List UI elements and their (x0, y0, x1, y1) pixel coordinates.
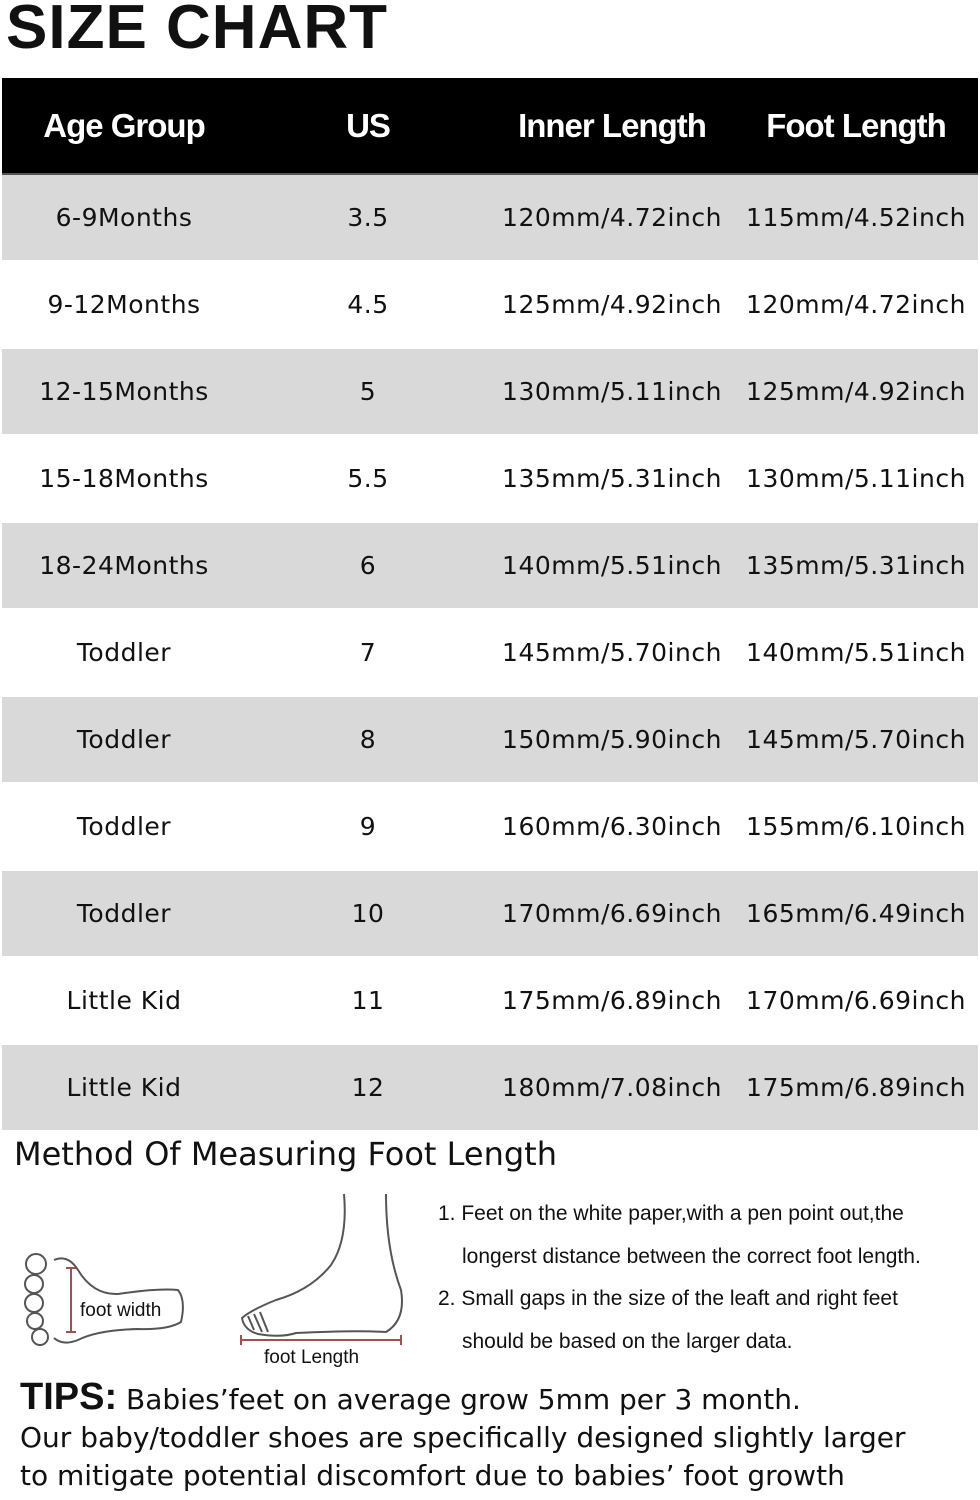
step-1: 1. Feet on the white paper,with a pen po… (438, 1202, 904, 1225)
table-row: Toddler 10 170mm/6.69inch 165mm/6.49inch (2, 869, 978, 958)
cell-age-group: 12-15Months (2, 347, 246, 436)
cell-inner-length: 120mm/4.72inch (490, 173, 734, 262)
cell-us-size: 3.5 (246, 173, 490, 262)
cell-age-group: Toddler (2, 869, 246, 958)
cell-inner-length: 140mm/5.51inch (490, 521, 734, 610)
cell-age-group: Little Kid (2, 956, 246, 1045)
cell-inner-length: 180mm/7.08inch (490, 1043, 734, 1132)
table-row: Toddler 9 160mm/6.30inch 155mm/6.10inch (2, 782, 978, 871)
cell-us-size: 6 (246, 521, 490, 610)
cell-inner-length: 175mm/6.89inch (490, 956, 734, 1045)
table-row: Little Kid 12 180mm/7.08inch 175mm/6.89inch (2, 1043, 978, 1132)
cell-foot-length: 120mm/4.72inch (734, 260, 978, 349)
cell-inner-length: 150mm/5.90inch (490, 695, 734, 784)
table-header-row: Age Group US Inner Length Foot Length (2, 78, 978, 174)
cell-foot-length: 130mm/5.11inch (734, 434, 978, 523)
step-1-cont: longerst distance between the correct fo… (462, 1244, 921, 1268)
tips-section: TIPS: Babies’feet on average grow 5mm pe… (20, 1378, 905, 1495)
table-row: 15-18Months 5.5 135mm/5.31inch 130mm/5.11in… (2, 434, 978, 523)
cell-age-group: Toddler (2, 782, 246, 871)
cell-us-size: 4.5 (246, 260, 490, 349)
header-inner-length: Inner Length (490, 78, 734, 174)
header-us: US (246, 78, 490, 174)
cell-us-size: 7 (246, 608, 490, 697)
tips-line-1: Babies’feet on average grow 5mm per 3 mo… (126, 1383, 801, 1416)
cell-us-size: 9 (246, 782, 490, 871)
header-age-group: Age Group (2, 78, 246, 174)
table-row: 9-12Months 4.5 125mm/4.92inch 120mm/4.72inc… (2, 260, 978, 349)
tips-line-2: Our baby/toddler shoes are specifically … (20, 1421, 906, 1454)
table-row: 6-9Months 3.5 120mm/4.72inch 115mm/4.52inch (2, 173, 978, 262)
table-row: Toddler 7 145mm/5.70inch 140mm/5.51inch (2, 608, 978, 697)
table-row: Little Kid 11 175mm/6.89inch 170mm/6.69inch (2, 956, 978, 1045)
measuring-steps: 1. Feet on the white paper,with a pen po… (438, 1193, 921, 1363)
foot-width-label: foot width (80, 1300, 161, 1321)
step-2: 2. Small gaps in the size of the leaft a… (438, 1287, 898, 1310)
cell-foot-length: 175mm/6.89inch (734, 1043, 978, 1132)
cell-inner-length: 145mm/5.70inch (490, 608, 734, 697)
cell-us-size: 11 (246, 956, 490, 1045)
cell-us-size: 10 (246, 869, 490, 958)
cell-inner-length: 135mm/5.31inch (490, 434, 734, 523)
table-row: 12-15Months 5 130mm/5.11inch 125mm/4.92inch (2, 347, 978, 436)
cell-foot-length: 125mm/4.92inch (734, 347, 978, 436)
cell-foot-length: 170mm/6.69inch (734, 956, 978, 1045)
tips-label: TIPS: (20, 1376, 118, 1418)
cell-us-size: 12 (246, 1043, 490, 1132)
cell-us-size: 5 (246, 347, 490, 436)
cell-foot-length: 140mm/5.51inch (734, 608, 978, 697)
cell-foot-length: 165mm/6.49inch (734, 869, 978, 958)
foot-length-label: foot Length (264, 1347, 359, 1368)
cell-foot-length: 145mm/5.70inch (734, 695, 978, 784)
cell-inner-length: 130mm/5.11inch (490, 347, 734, 436)
cell-inner-length: 170mm/6.69inch (490, 869, 734, 958)
cell-foot-length: 155mm/6.10inch (734, 782, 978, 871)
cell-age-group: Toddler (2, 608, 246, 697)
step-2-cont: should be based on the larger data. (462, 1329, 793, 1353)
cell-age-group: 18-24Months (2, 521, 246, 610)
cell-age-group: 6-9Months (2, 173, 246, 262)
foot-width-illustration: foot width (24, 1253, 184, 1346)
header-foot-length: Foot Length (734, 78, 978, 174)
cell-us-size: 8 (246, 695, 490, 784)
cell-age-group: 9-12Months (2, 260, 246, 349)
foot-length-illustration: foot Length (240, 1193, 403, 1368)
page-title: SIZE CHART (6, 0, 388, 62)
cell-age-group: Toddler (2, 695, 246, 784)
table-row: Toddler 8 150mm/5.90inch 145mm/5.70inch (2, 695, 978, 784)
size-chart-table: Age Group US Inner Length Foot Length 6-… (2, 78, 978, 1132)
cell-age-group: 15-18Months (2, 434, 246, 523)
cell-foot-length: 115mm/4.52inch (734, 173, 978, 262)
cell-inner-length: 160mm/6.30inch (490, 782, 734, 871)
cell-foot-length: 135mm/5.31inch (734, 521, 978, 610)
tips-line-3: to mitigate potential discomfort due to … (20, 1459, 845, 1492)
table-row: 18-24Months 6 140mm/5.51inch 135mm/5.31inch (2, 521, 978, 610)
method-heading: Method Of Measuring Foot Length (14, 1135, 557, 1173)
cell-age-group: Little Kid (2, 1043, 246, 1132)
cell-us-size: 5.5 (246, 434, 490, 523)
cell-inner-length: 125mm/4.92inch (490, 260, 734, 349)
